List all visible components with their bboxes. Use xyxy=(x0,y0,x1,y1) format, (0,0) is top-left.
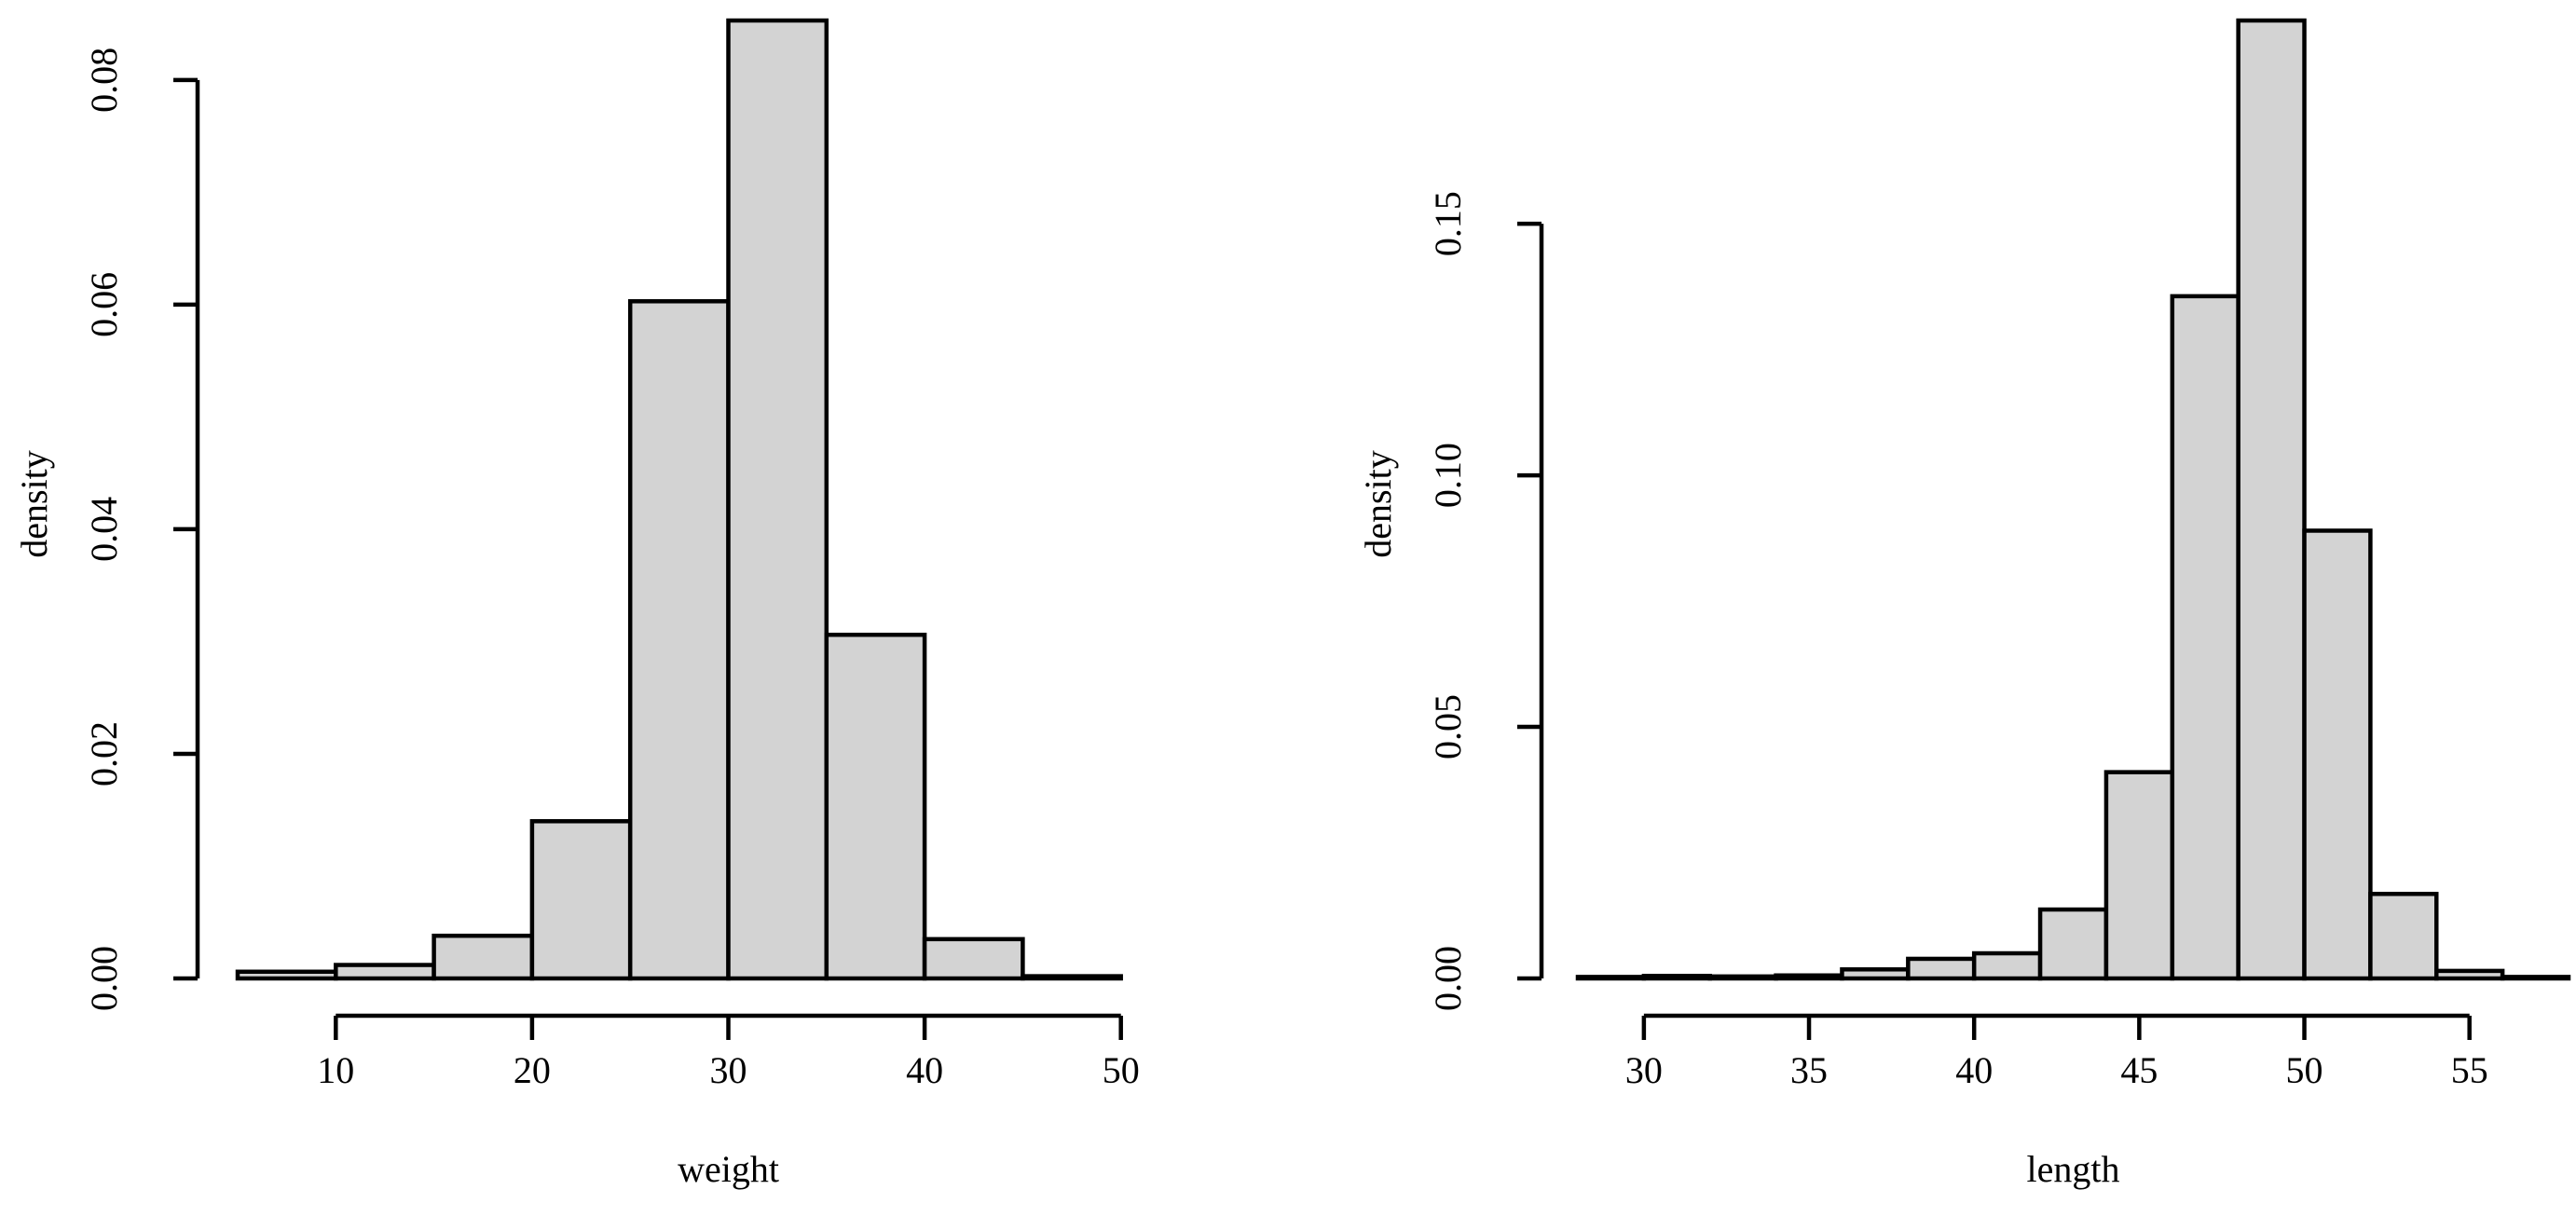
histogram-bar xyxy=(432,933,535,981)
histogram-bar xyxy=(2103,770,2175,981)
histogram-bar xyxy=(2037,907,2109,981)
histogram-bar xyxy=(824,632,927,981)
y-axis: 0.00 0.05 0.10 0.15 density xyxy=(1357,191,1544,1011)
x-tick-label: 50 xyxy=(2286,1049,2323,1091)
x-axis-title: length xyxy=(2027,1148,2120,1190)
histogram-bar xyxy=(1575,975,1647,981)
y-tick-label: 0.08 xyxy=(83,48,125,113)
histogram-bar xyxy=(1774,973,1844,981)
histogram-bar xyxy=(529,819,633,981)
histogram-bar xyxy=(1840,967,1911,981)
y-tick-label: 0.10 xyxy=(1427,443,1469,508)
x-tick-label: 30 xyxy=(1625,1049,1663,1091)
histogram-bar xyxy=(2500,975,2571,981)
x-tick-label: 40 xyxy=(906,1049,943,1091)
y-tick-label: 0.06 xyxy=(83,272,125,337)
x-tick-label: 30 xyxy=(710,1049,747,1091)
x-tick-label: 35 xyxy=(1790,1049,1828,1091)
x-tick-label: 45 xyxy=(2120,1049,2158,1091)
histogram-bar xyxy=(627,299,731,981)
y-tick-label: 0.00 xyxy=(1427,946,1469,1011)
histogram-bars xyxy=(235,18,1123,981)
y-tick-label: 0.00 xyxy=(83,946,125,1011)
y-axis-title: density xyxy=(13,450,55,558)
y-tick-label: 0.15 xyxy=(1427,191,1469,256)
x-tick-label: 50 xyxy=(1103,1049,1140,1091)
y-tick-label: 0.05 xyxy=(1427,694,1469,759)
histogram-bar xyxy=(2302,528,2373,981)
x-axis: 30 35 40 45 50 55 length xyxy=(1625,1013,2488,1190)
histogram-bar xyxy=(2434,968,2505,981)
histogram-bar xyxy=(2368,892,2439,981)
histogram-bar xyxy=(334,963,436,981)
histogram-bar xyxy=(2236,18,2307,981)
y-tick-label: 0.02 xyxy=(83,721,125,786)
histogram-bar xyxy=(922,937,1025,981)
histogram-bar xyxy=(235,969,338,981)
x-tick-label: 55 xyxy=(2451,1049,2488,1091)
chart-panel-1: 0.00 0.02 0.04 0.06 0.08 density 10 20 30 40 50 wei… xyxy=(13,18,1140,1190)
y-axis: 0.00 0.02 0.04 0.06 0.08 density xyxy=(13,48,200,1011)
x-tick-label: 10 xyxy=(317,1049,354,1091)
x-tick-label: 40 xyxy=(1955,1049,1993,1091)
x-tick-label: 20 xyxy=(514,1049,551,1091)
histogram-bar xyxy=(2170,294,2240,981)
histogram-bar xyxy=(1906,956,1977,981)
x-axis: 10 20 30 40 50 weight xyxy=(317,1013,1140,1190)
histogram-bars xyxy=(1575,18,2571,981)
histogram-bar xyxy=(1971,950,2043,981)
histogram-bar xyxy=(726,18,829,981)
y-tick-label: 0.04 xyxy=(83,497,125,562)
y-axis-title: density xyxy=(1357,450,1399,558)
histogram-bar xyxy=(1641,974,1712,981)
x-axis-title: weight xyxy=(678,1148,779,1190)
histogram-bar xyxy=(1707,974,1778,981)
chart-panel-2: 0.00 0.05 0.10 0.15 density 30 35 40 45 50 55 lengt… xyxy=(1357,18,2571,1190)
histogram-bar xyxy=(1021,974,1123,981)
